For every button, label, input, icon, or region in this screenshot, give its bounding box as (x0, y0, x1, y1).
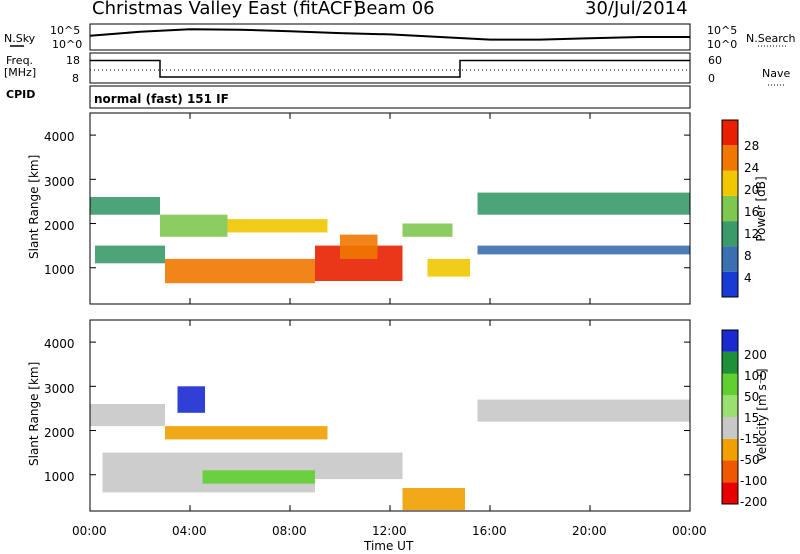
vel-cbar-swatch-6 (722, 351, 738, 374)
power-cbar-label: Power [dB] (754, 176, 768, 242)
velocity-band-7 (477, 399, 690, 422)
vel-cbar-tick-m15: -15 (740, 432, 760, 446)
xtick-0800: 08:00 (272, 524, 307, 538)
power-cbar-swatch-6 (722, 120, 738, 146)
power-band-4 (165, 258, 315, 284)
power-colorbar-frame (721, 119, 739, 298)
freq-line (90, 59, 690, 78)
nsky-label: N.Sky (4, 32, 36, 45)
velocity-ytick-3000: 3000 (44, 382, 75, 396)
power-cbar-swatch-0 (722, 271, 738, 297)
program-label: normal (fast) 151 IF (94, 92, 229, 106)
vel-cbar-swatch-7 (722, 330, 738, 352)
date-label: 30/Jul/2014 (585, 0, 688, 19)
nsky-tick-bottom: 10^0 (52, 38, 83, 51)
xtick-0000: 00:00 (72, 524, 107, 538)
freq-tick-top: 18 (66, 54, 80, 67)
noise-panel-frame (89, 23, 691, 51)
vel-cbar-tick-50: 50 (744, 390, 760, 404)
xtick-0400: 04:00 (172, 524, 207, 538)
cpid-label: CPID (6, 88, 36, 101)
velocity-band-0 (90, 404, 165, 427)
power-cbar-swatch-2 (722, 221, 738, 247)
power-cbar-tick-16: 16 (744, 205, 760, 219)
xtick-1600: 16:00 (472, 524, 507, 538)
power-cbar-swatch-5 (722, 145, 738, 171)
xtick-2000: 20:00 (572, 524, 607, 538)
power-ylabel: Slant Range [km] (27, 154, 41, 259)
vel-cbar-tick-m50: -50 (740, 453, 760, 467)
freq-label-line1: Freq. (6, 54, 34, 67)
power-band-2 (227, 219, 328, 233)
velocity-marks (90, 386, 690, 511)
freq-panel-frame (89, 52, 691, 84)
vel-cbar-swatch-2 (722, 438, 738, 461)
velocity-band-5 (177, 386, 205, 413)
vel-cbar-swatch-0 (722, 482, 738, 505)
power-band-6 (340, 234, 378, 259)
noise-line (89, 28, 690, 41)
freq-label-line2: [MHz] (4, 66, 37, 79)
vel-cbar-tick-m100: -100 (740, 474, 768, 488)
freq-tick-bottom: 8 (72, 72, 79, 85)
vel-cbar-tick-100: 100 (744, 369, 767, 383)
power-cbar-tick-20: 20 (744, 183, 760, 197)
power-cbar-tick-24: 24 (744, 161, 760, 175)
velocity-colorbar (722, 330, 738, 505)
plot-title: Christmas Valley East (fitACF) (92, 0, 360, 19)
power-cbar-tick-12: 12 (744, 227, 760, 241)
power-ytick-2000: 2000 (44, 219, 75, 233)
velocity-band-3 (202, 470, 315, 484)
vel-cbar-swatch-1 (722, 460, 738, 483)
nsearch-tick-top: 10^5 (707, 24, 738, 37)
nave-tick-bottom: 0 (708, 72, 715, 85)
power-band-10 (477, 245, 690, 255)
power-cbar-tick-8: 8 (744, 249, 752, 263)
velocity-band-6 (402, 488, 465, 511)
power-band-0 (90, 197, 160, 215)
power-marks (90, 192, 690, 284)
vel-cbar-swatch-5 (722, 373, 738, 396)
velocity-band-1 (165, 426, 328, 440)
velocity-band-4 (315, 452, 403, 480)
power-cbar-swatch-1 (722, 246, 738, 272)
power-ytick-3000: 3000 (44, 175, 75, 189)
xtick-1200: 12:00 (372, 524, 407, 538)
power-cbar-tick-4: 4 (744, 271, 752, 285)
cpid-panel-frame (89, 85, 691, 109)
nsearch-tick-bottom: 10^0 (707, 38, 738, 51)
power-cbar-swatch-4 (722, 170, 738, 196)
power-cbar-swatch-3 (722, 195, 738, 222)
power-band-8 (427, 258, 470, 277)
axis-ticks (89, 113, 691, 511)
xtick-2400: 00:00 (672, 524, 707, 538)
vel-cbar-tick-m200: -200 (740, 495, 768, 509)
velocity-ytick-4000: 4000 (44, 337, 75, 351)
nave-tick-top: 60 (708, 54, 722, 67)
nsearch-label: N.Search (746, 32, 796, 45)
power-band-1 (160, 214, 228, 237)
xlabel: Time UT (364, 539, 414, 553)
beam-label: Beam 06 (354, 0, 435, 19)
velocity-colorbar-frame (721, 329, 739, 505)
nave-label: Nave (762, 67, 791, 80)
vel-cbar-swatch-3 (722, 417, 738, 439)
power-cbar-tick-28: 28 (744, 139, 760, 153)
power-band-7 (402, 223, 453, 237)
velocity-ytick-1000: 1000 (44, 470, 75, 484)
nsky-tick-top: 10^5 (50, 24, 81, 37)
vel-cbar-tick-15: 15 (744, 411, 760, 425)
power-ytick-1000: 1000 (44, 263, 75, 277)
power-band-9 (477, 192, 690, 215)
power-colorbar (722, 120, 738, 297)
power-ytick-4000: 4000 (44, 130, 75, 144)
velocity-cbar-label: Velocity [m s⁻¹] (755, 368, 769, 462)
velocity-ylabel: Slant Range [km] (27, 361, 41, 466)
vel-cbar-swatch-4 (722, 395, 738, 418)
power-band-3 (95, 245, 165, 264)
vel-cbar-tick-200: 200 (744, 348, 767, 362)
velocity-ytick-2000: 2000 (44, 426, 75, 440)
